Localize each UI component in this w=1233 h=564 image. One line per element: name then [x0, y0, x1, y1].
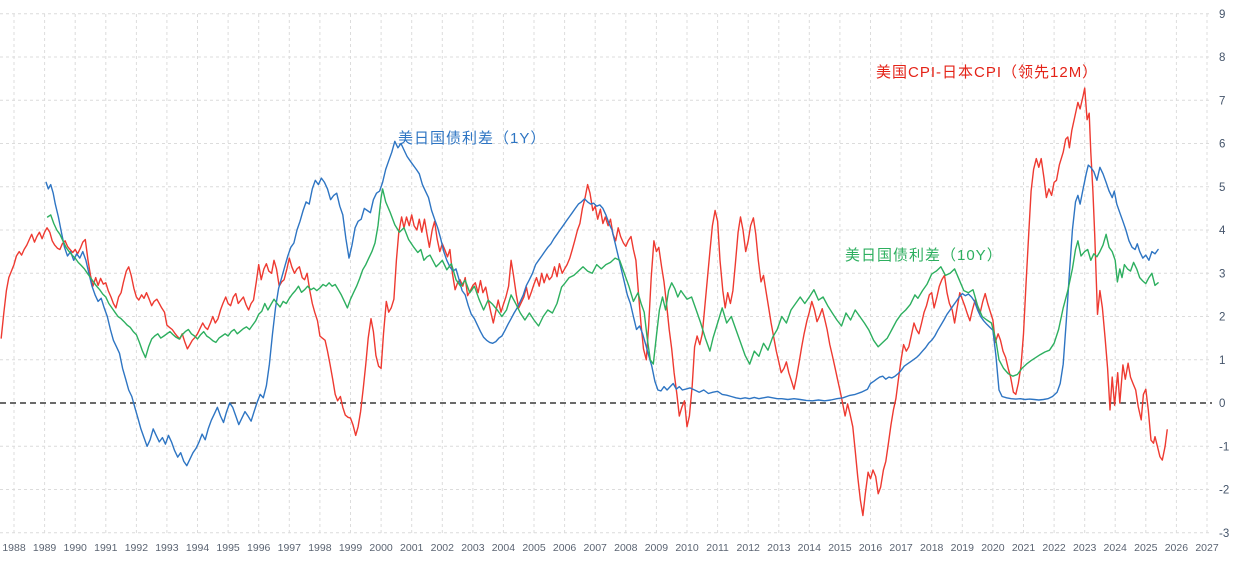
x-tick-label: 2024: [1104, 542, 1128, 554]
x-tick-label: 2012: [737, 542, 761, 554]
x-tick-label: 2004: [492, 542, 516, 554]
x-tick-label: 2025: [1134, 542, 1158, 554]
x-tick-label: 1990: [64, 542, 88, 554]
x-tick-label: 2018: [920, 542, 944, 554]
x-tick-label: 2003: [461, 542, 485, 554]
x-tick-label: 1989: [33, 542, 57, 554]
x-tick-label: 2007: [584, 542, 608, 554]
y-tick-label: -3: [1219, 528, 1229, 540]
x-tick-label: 2011: [706, 542, 729, 554]
x-tick-label: 1997: [278, 542, 302, 554]
y-tick-label: 4: [1219, 225, 1226, 237]
x-tick-label: 2002: [431, 542, 455, 554]
x-tick-label: 2026: [1165, 542, 1189, 554]
y-tick-label: 8: [1219, 52, 1225, 64]
x-tick-label: 1988: [2, 542, 26, 554]
series-label-1y-spread: 美日国债利差（1Y）: [398, 130, 547, 147]
series-line-0: [0, 87, 1168, 517]
y-tick-label: 2: [1219, 312, 1225, 324]
x-tick-label: 2010: [675, 542, 699, 554]
gridlines: [0, 13, 1212, 534]
x-tick-label: 1998: [308, 542, 332, 554]
series-lines: [0, 87, 1168, 517]
x-tick-label: 2008: [614, 542, 638, 554]
y-tick-label: -2: [1219, 485, 1229, 497]
series-line-1: [45, 140, 1159, 467]
x-tick-label: 2000: [369, 542, 393, 554]
x-tick-label: 2020: [981, 542, 1005, 554]
x-tick-label: 2014: [798, 542, 822, 554]
x-tick-label: 2023: [1073, 542, 1097, 554]
x-tick-label: 1991: [94, 542, 118, 554]
series-line-2: [46, 188, 1159, 377]
x-tick-label: 2021: [1012, 542, 1036, 554]
x-tick-label: 2015: [828, 542, 852, 554]
x-tick-label: 1995: [216, 542, 240, 554]
x-tick-label: 1994: [186, 542, 210, 554]
y-tick-label: 1: [1219, 355, 1225, 367]
y-tick-label: 7: [1219, 95, 1225, 107]
x-tick-label: 2013: [767, 542, 791, 554]
x-tick-label: 2016: [859, 542, 883, 554]
y-tick-label: -1: [1219, 441, 1229, 453]
x-tick-label: 2005: [522, 542, 546, 554]
series-label-10y-spread: 美日国债利差（10Y）: [845, 247, 1003, 264]
y-tick-label: 6: [1219, 139, 1225, 151]
x-tick-label: 2027: [1195, 542, 1219, 554]
series-label-cpi-diff: 美国CPI-日本CPI（领先12M）: [876, 64, 1099, 81]
x-tick-label: 2019: [951, 542, 975, 554]
y-axis-labels: 9 8 7 6 5 4 3 2 1 0 -1 -2 -3: [1219, 9, 1229, 540]
x-tick-label: 1993: [155, 542, 179, 554]
y-tick-label: 5: [1219, 182, 1225, 194]
x-axis-labels: 1988 1989 1990 1991 1992 1993 1994 1995 1996 1997…: [2, 542, 1219, 554]
y-tick-label: 3: [1219, 268, 1225, 280]
x-tick-label: 1992: [125, 542, 149, 554]
x-tick-label: 2001: [400, 542, 424, 554]
x-tick-label: 2022: [1042, 542, 1066, 554]
y-tick-label: 0: [1219, 398, 1225, 410]
y-tick-label: 9: [1219, 9, 1225, 21]
x-tick-label: 2006: [553, 542, 577, 554]
x-tick-label: 1996: [247, 542, 271, 554]
x-tick-label: 2017: [889, 542, 913, 554]
x-tick-label: 1999: [339, 542, 363, 554]
x-tick-label: 2009: [645, 542, 669, 554]
